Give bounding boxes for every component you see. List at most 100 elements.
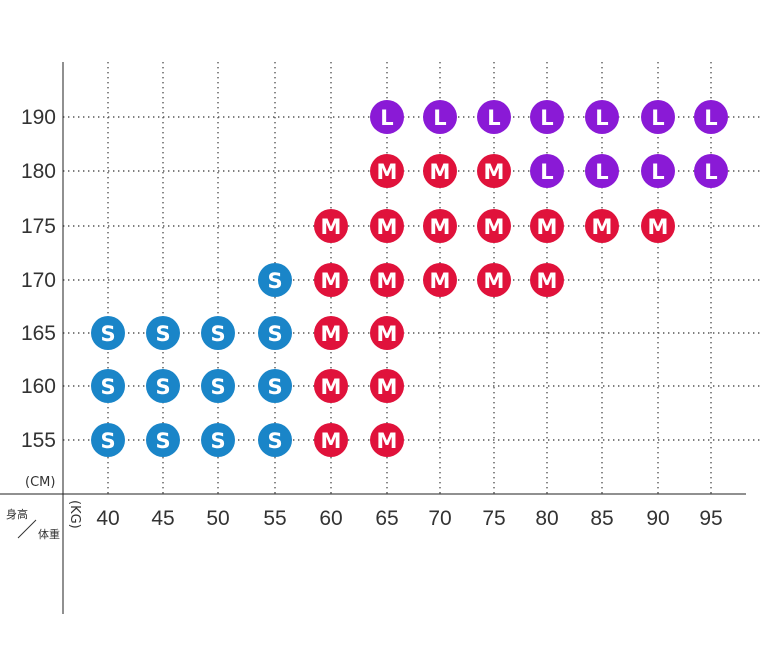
size-point-circle [641,100,675,134]
size-point-circle [258,263,292,297]
corner-divider [17,519,37,539]
size-point-circle [694,154,728,188]
size-point-circle [314,316,348,350]
x-tick-label: 45 [151,507,174,530]
size-point-circle [201,369,235,403]
size-point-circle [201,316,235,350]
x-tick-label: 95 [699,507,722,530]
size-point-label: M [430,269,451,293]
size-point-label: M [377,322,398,346]
size-point-label: M [537,269,558,293]
size-point-circle [530,209,564,243]
size-point-circle [530,263,564,297]
size-point-L: L [477,100,511,134]
size-point-circle [258,369,292,403]
size-point-circle [314,369,348,403]
corner-label-weight: 体重 [38,527,60,541]
size-point-circle [314,263,348,297]
size-point-L: L [641,154,675,188]
x-tick-label: 85 [590,507,613,530]
x-tick-label: 40 [96,507,119,530]
size-point-label: S [210,322,225,346]
x-tick-label: 75 [482,507,505,530]
size-point-circle [477,154,511,188]
size-point-M: M [370,316,404,350]
size-point-circle [370,100,404,134]
size-point-label: S [267,322,282,346]
size-point-label: S [267,429,282,453]
y-tick-label: 170 [21,269,56,292]
x-tick-label: 60 [319,507,342,530]
y-tick-label: 175 [21,215,56,238]
y-tick-label: 155 [21,429,56,452]
y-tick-label: 165 [21,322,56,345]
size-point-M: M [530,263,564,297]
size-point-label: L [651,160,664,184]
size-point-S: S [201,423,235,457]
size-point-label: S [210,429,225,453]
size-point-M: M [477,263,511,297]
size-point-L: L [585,100,619,134]
size-point-circle [641,209,675,243]
size-point-M: M [641,209,675,243]
size-point-circle [423,100,457,134]
size-point-circle [477,209,511,243]
size-point-circle [91,369,125,403]
size-point-circle [423,263,457,297]
size-point-label: L [651,106,664,130]
size-point-label: L [487,106,500,130]
size-point-circle [530,154,564,188]
size-point-circle [585,209,619,243]
size-point-M: M [314,423,348,457]
size-point-label: S [267,375,282,399]
size-point-circle [477,263,511,297]
size-point-label: M [377,269,398,293]
size-point-label: L [595,160,608,184]
size-point-L: L [370,100,404,134]
size-point-label: S [155,375,170,399]
size-point-M: M [477,154,511,188]
size-point-label: S [100,429,115,453]
size-point-M: M [423,209,457,243]
y-tick-labels: 155 160 165 170 175 180 190 [21,106,56,452]
x-tick-label: 90 [646,507,669,530]
size-point-L: L [423,100,457,134]
size-point-M: M [477,209,511,243]
size-point-M: M [314,369,348,403]
x-tick-labels: 40 45 50 55 60 65 70 75 80 85 90 95 [96,507,722,530]
size-point-circle [370,154,404,188]
size-point-label: S [100,322,115,346]
size-point-M: M [370,209,404,243]
size-point-circle [530,100,564,134]
size-point-label: M [377,375,398,399]
size-point-M: M [370,154,404,188]
size-point-circle [91,316,125,350]
size-point-S: S [258,423,292,457]
size-point-circle [585,154,619,188]
size-point-L: L [530,154,564,188]
size-point-S: S [146,423,180,457]
size-point-circle [641,154,675,188]
size-point-label: M [321,215,342,239]
size-point-S: S [146,369,180,403]
size-point-label: L [704,106,717,130]
size-point-label: M [484,215,505,239]
x-tick-label: 55 [263,507,286,530]
size-point-circle [585,100,619,134]
size-point-S: S [91,316,125,350]
x-tick-label: 50 [206,507,229,530]
size-point-circle [91,423,125,457]
size-points: L L L L L L L M M M L L L L M M M M M M M S M M M M M S S S S M M S S S S M M S… [91,100,728,457]
size-point-circle [146,423,180,457]
size-point-S: S [91,423,125,457]
size-point-label: L [540,160,553,184]
size-point-label: M [592,215,613,239]
size-point-circle [477,100,511,134]
size-point-circle [370,209,404,243]
x-tick-label: 80 [535,507,558,530]
size-point-circle [423,154,457,188]
size-point-L: L [585,154,619,188]
size-point-S: S [258,369,292,403]
size-point-label: M [648,215,669,239]
